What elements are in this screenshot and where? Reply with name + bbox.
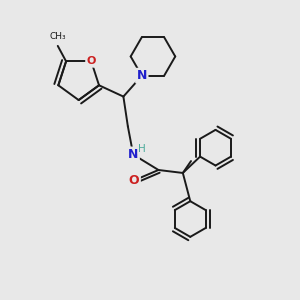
Text: O: O (129, 174, 140, 187)
Text: CH₃: CH₃ (50, 32, 66, 40)
Text: O: O (87, 56, 96, 66)
Text: N: N (136, 69, 147, 82)
Text: H: H (138, 144, 146, 154)
Text: N: N (128, 148, 138, 161)
